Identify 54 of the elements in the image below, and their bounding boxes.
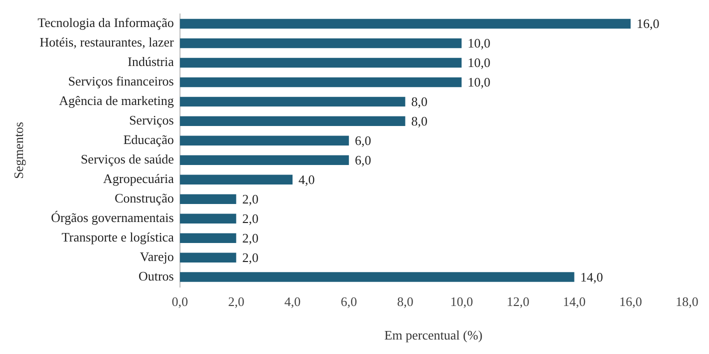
data-label: 8,0 xyxy=(411,114,428,129)
x-tick-label: 8,0 xyxy=(397,294,414,310)
y-tick-label: Serviços financeiros xyxy=(68,74,174,89)
y-tick-label: Serviços xyxy=(129,112,174,128)
data-label: 10,0 xyxy=(468,74,490,90)
bar xyxy=(180,116,406,126)
bar xyxy=(180,252,236,262)
bar xyxy=(180,38,462,48)
y-tick-label: Hotéis, restaurantes, lazer xyxy=(40,34,175,50)
bar xyxy=(180,18,631,29)
y-tick-label: Órgãos governamentais xyxy=(50,210,174,226)
x-tick-label: 18,0 xyxy=(676,294,698,310)
y-tick-label: Outros xyxy=(138,268,174,284)
y-axis-title: Segmentos xyxy=(11,122,26,179)
x-tick-label: 2,0 xyxy=(228,294,244,310)
data-label: 8,0 xyxy=(411,94,428,110)
data-label: 2,0 xyxy=(242,192,258,207)
y-tick-label: Construção xyxy=(114,190,174,206)
y-tick-label: Varejo xyxy=(140,248,174,264)
x-tick-label: 16,0 xyxy=(619,294,642,310)
bar xyxy=(180,96,406,107)
bar xyxy=(180,136,349,146)
y-tick-label: Serviços de saúde xyxy=(80,152,174,167)
y-tick-label: Indústria xyxy=(128,54,174,70)
data-label: 2,0 xyxy=(242,211,258,226)
x-tick-label: 10,0 xyxy=(450,294,473,310)
data-label: 14,0 xyxy=(580,269,604,284)
bar xyxy=(180,155,349,166)
x-axis-title: Em percentual (%) xyxy=(384,328,483,343)
bar xyxy=(180,194,236,204)
data-label: 10,0 xyxy=(468,36,490,51)
y-tick-label: Educação xyxy=(123,132,174,148)
bar xyxy=(180,174,293,184)
y-tick-label: Agropecuária xyxy=(103,171,174,186)
bar xyxy=(180,77,462,88)
y-tick-label: Transporte e logística xyxy=(62,230,174,245)
data-label: 2,0 xyxy=(242,230,258,246)
x-tick-label: 14,0 xyxy=(562,294,586,310)
data-label: 10,0 xyxy=(468,55,490,70)
y-tick-label: Agência de marketing xyxy=(59,93,174,108)
data-label: 16,0 xyxy=(636,16,660,32)
data-label: 4,0 xyxy=(298,172,315,188)
bar xyxy=(180,58,462,68)
bar xyxy=(180,214,236,224)
y-tick-label: Tecnologia da Informação xyxy=(38,15,174,30)
data-label: 2,0 xyxy=(242,250,258,265)
x-tick-label: 4,0 xyxy=(284,294,301,310)
x-tick-label: 6,0 xyxy=(340,294,358,310)
bar xyxy=(180,233,236,243)
data-label: 6,0 xyxy=(354,133,372,148)
x-tick-label: 12,0 xyxy=(506,294,530,310)
x-tick-label: 0,0 xyxy=(172,294,188,310)
bar xyxy=(180,272,574,282)
data-label: 6,0 xyxy=(354,152,372,168)
